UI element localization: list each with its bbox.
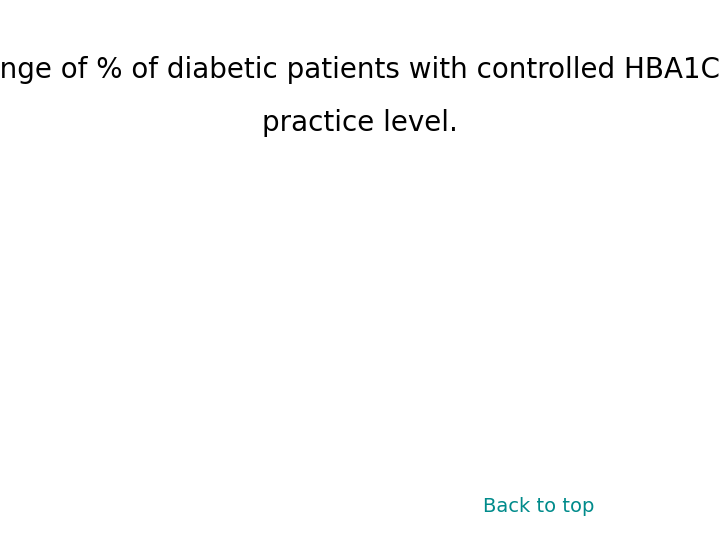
Text: practice level.: practice level.	[262, 109, 458, 137]
Text: Range of % of diabetic patients with controlled HBA1C at: Range of % of diabetic patients with con…	[0, 56, 720, 84]
Text: Back to top: Back to top	[483, 497, 595, 516]
Text: Back to top: Back to top	[0, 539, 1, 540]
